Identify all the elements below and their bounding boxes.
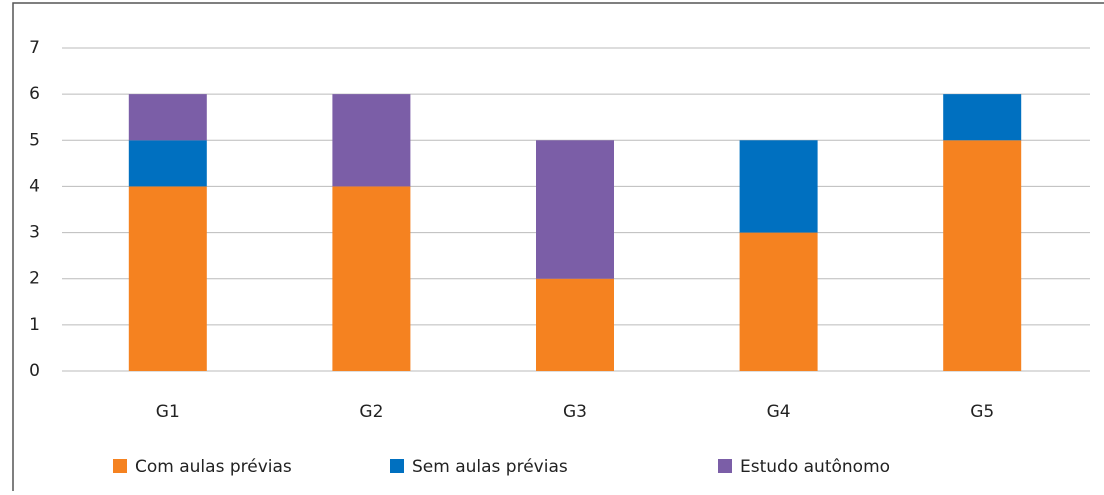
bar-segment — [536, 278, 614, 371]
y-tick-label: 5 — [29, 130, 40, 150]
y-tick-label: 1 — [29, 315, 40, 335]
legend-label: Estudo autônomo — [740, 457, 890, 477]
legend-swatch — [113, 459, 127, 473]
y-tick-label: 0 — [29, 361, 40, 381]
bar-segment — [128, 140, 207, 187]
legend-swatch — [718, 459, 732, 473]
bar-segment — [739, 140, 818, 233]
legend-label: Sem aulas prévias — [412, 457, 568, 477]
y-tick-label: 6 — [29, 84, 40, 104]
y-tick-label: 4 — [29, 176, 40, 196]
x-tick-label: G4 — [767, 402, 791, 422]
bar-segment — [332, 94, 411, 187]
bar-segment — [739, 232, 818, 371]
bar-segment — [332, 186, 411, 371]
chart-frame — [12, 2, 1104, 495]
legend-label: Com aulas prévias — [135, 457, 292, 477]
y-tick-label: 3 — [29, 223, 40, 243]
bar-segment — [128, 186, 207, 371]
bar-segment — [943, 94, 1022, 141]
bar-segment — [128, 94, 207, 141]
y-tick-label: 2 — [29, 269, 40, 289]
bar-segment — [536, 140, 614, 279]
x-tick-label: G1 — [156, 402, 180, 422]
legend-swatch — [390, 459, 404, 473]
x-tick-label: G5 — [970, 402, 994, 422]
y-tick-label: 7 — [29, 38, 40, 58]
bar-segment — [943, 140, 1022, 371]
x-tick-label: G3 — [563, 402, 587, 422]
x-tick-label: G2 — [359, 402, 383, 422]
